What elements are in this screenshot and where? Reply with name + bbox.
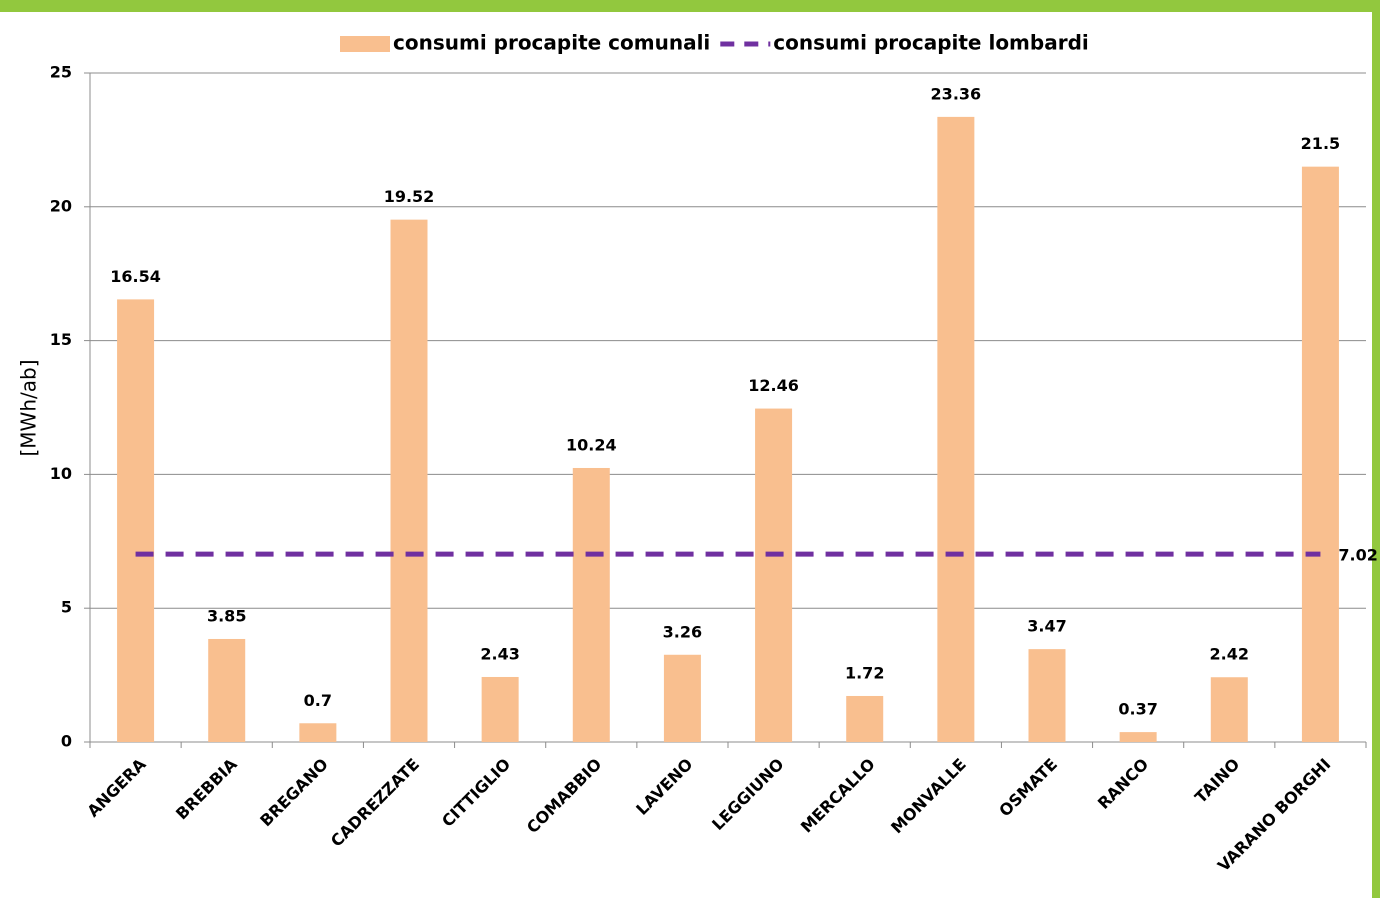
bar bbox=[572, 467, 610, 742]
y-axis-label: [MWh/ab] bbox=[17, 359, 41, 456]
bar bbox=[755, 408, 793, 742]
data-label: 3.26 bbox=[663, 622, 702, 641]
data-label: 3.85 bbox=[207, 606, 246, 625]
x-tick-label: RANCO bbox=[1094, 755, 1152, 813]
data-label: 10.24 bbox=[566, 435, 617, 454]
data-label: 0.7 bbox=[304, 691, 332, 710]
x-tick-label: BREBBIA bbox=[172, 754, 241, 823]
x-tick-label: CITTIGLIO bbox=[438, 755, 514, 831]
bar bbox=[937, 116, 975, 742]
bar bbox=[1028, 649, 1066, 742]
y-tick-label: 5 bbox=[61, 598, 72, 617]
x-tick-label: LEGGIUNO bbox=[708, 755, 787, 834]
bar bbox=[1119, 732, 1157, 742]
bar bbox=[299, 723, 337, 742]
data-label: 2.43 bbox=[480, 644, 519, 663]
y-tick-label: 15 bbox=[50, 330, 72, 349]
legend: consumi procapite comunali consumi procap… bbox=[340, 31, 1089, 55]
x-tick-label: MONVALLE bbox=[887, 755, 970, 838]
y-tick-label: 20 bbox=[50, 196, 72, 215]
x-tick-label: ANGERA bbox=[83, 754, 150, 821]
x-tick-label: LAVENO bbox=[632, 755, 696, 819]
x-tick-label: TAINO bbox=[1191, 755, 1243, 807]
data-label: 7.02 bbox=[1338, 546, 1377, 565]
data-label: 2.42 bbox=[1210, 645, 1249, 664]
bar bbox=[390, 219, 428, 743]
bar bbox=[208, 638, 246, 742]
x-tick-label: CADREZZATE bbox=[327, 755, 423, 851]
data-label: 23.36 bbox=[931, 84, 982, 103]
y-tick-label: 10 bbox=[50, 464, 72, 483]
data-label: 12.46 bbox=[748, 376, 799, 395]
bar bbox=[663, 654, 701, 742]
x-tick-label: OSMATE bbox=[995, 755, 1061, 821]
legend-label: consumi procapite lombardi bbox=[773, 31, 1088, 55]
data-label: 21.5 bbox=[1301, 134, 1340, 153]
data-label: 1.72 bbox=[845, 663, 884, 682]
bar bbox=[481, 676, 519, 742]
bar bbox=[1301, 166, 1339, 742]
legend-label: consumi procapite comunali bbox=[393, 31, 710, 55]
y-tick-label: 25 bbox=[50, 63, 72, 82]
legend-swatch bbox=[340, 36, 390, 52]
bar bbox=[117, 299, 155, 742]
y-tick-label: 0 bbox=[61, 732, 72, 751]
bar bbox=[1210, 677, 1248, 742]
x-tick-label: COMABBIO bbox=[523, 755, 605, 837]
top-band bbox=[0, 0, 1380, 12]
data-label: 16.54 bbox=[110, 267, 161, 286]
data-label: 19.52 bbox=[384, 187, 435, 206]
x-tick-label: MERCALLO bbox=[797, 755, 879, 837]
data-label: 3.47 bbox=[1027, 617, 1066, 636]
right-band bbox=[1372, 0, 1380, 898]
x-tick-label: BREGANO bbox=[256, 755, 332, 831]
bar bbox=[846, 695, 884, 742]
data-label: 0.37 bbox=[1118, 700, 1157, 719]
